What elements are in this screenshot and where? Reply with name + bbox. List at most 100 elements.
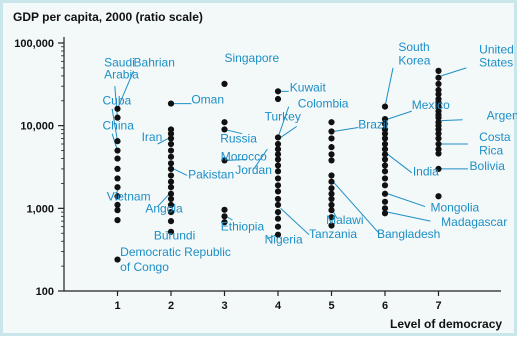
data-point — [274, 175, 282, 182]
country-label: Arabia — [104, 68, 139, 82]
leader-line — [280, 207, 310, 236]
data-point — [328, 207, 335, 214]
data-point — [328, 144, 335, 151]
data-point — [274, 195, 282, 203]
data-point — [435, 193, 442, 200]
country-label: Mongolia — [430, 200, 479, 214]
data-point — [274, 88, 282, 95]
leader-line — [280, 125, 298, 138]
country-label: Bahrian — [134, 55, 175, 69]
data-point — [167, 147, 175, 154]
country-label: South — [398, 40, 429, 54]
data-point — [435, 146, 442, 153]
data-point — [221, 119, 228, 126]
y-axis-title: GDP per capita, 2000 (ratio scale) — [13, 10, 203, 24]
data-point — [221, 157, 228, 164]
leader-line — [332, 181, 381, 235]
data-point — [435, 103, 442, 110]
data-point — [114, 207, 121, 214]
y-tick-label: 1,000 — [26, 203, 54, 215]
country-label: of Congo — [120, 260, 169, 274]
data-point — [167, 100, 175, 107]
x-tick-label: 2 — [168, 300, 174, 312]
data-point — [274, 201, 282, 209]
x-tick-label: 1 — [114, 300, 120, 312]
country-label: Colombia — [298, 97, 349, 111]
data-point — [167, 153, 175, 160]
country-label: Tanzania — [309, 227, 357, 241]
country-label: Pakistan — [188, 167, 234, 181]
data-point — [328, 195, 335, 203]
x-tick-label: 7 — [435, 300, 441, 312]
data-point — [435, 150, 442, 157]
country-label: China — [103, 118, 135, 132]
data-point — [114, 256, 121, 263]
data-point — [114, 105, 121, 112]
y-tick-label: 100 — [36, 286, 54, 298]
data-point — [221, 213, 228, 220]
data-point — [274, 156, 282, 163]
data-point — [381, 210, 389, 217]
data-point — [381, 140, 389, 148]
data-point — [381, 146, 389, 153]
country-label: Bolivia — [470, 159, 506, 173]
data-point — [274, 146, 282, 153]
data-point — [435, 165, 442, 172]
country-label: Turkey — [265, 110, 301, 124]
country-label: Burundi — [154, 228, 195, 242]
leader-line — [441, 119, 463, 122]
data-point — [328, 214, 335, 221]
data-point — [167, 172, 175, 179]
country-label: Singapore — [225, 51, 280, 65]
data-point — [381, 103, 389, 110]
country-label: Morocco — [221, 149, 267, 163]
data-point — [167, 201, 175, 209]
data-point — [167, 228, 175, 235]
data-point — [381, 182, 389, 189]
leader-line — [173, 168, 188, 176]
country-label: Rica — [479, 143, 503, 157]
data-point — [114, 193, 121, 200]
x-tick-label: 6 — [382, 300, 388, 312]
data-points — [114, 67, 442, 263]
leader-line — [387, 110, 412, 120]
leader-line — [333, 127, 359, 132]
data-point — [274, 168, 282, 175]
data-point — [435, 114, 442, 121]
leader-line — [253, 148, 268, 170]
leader-line — [441, 67, 467, 77]
country-label: Jordan — [235, 163, 272, 177]
leader-line — [157, 193, 170, 207]
leader-line — [387, 153, 413, 174]
data-point — [381, 120, 389, 128]
data-point — [274, 140, 282, 148]
country-label: Costa — [479, 130, 511, 144]
data-point — [328, 222, 335, 229]
data-point — [221, 206, 228, 213]
data-point — [328, 135, 335, 142]
data-point — [328, 178, 335, 185]
data-point — [381, 135, 389, 142]
leader-line — [387, 193, 426, 208]
data-point — [114, 138, 121, 145]
data-point — [167, 130, 175, 137]
data-point — [221, 126, 228, 133]
data-point — [274, 223, 282, 230]
data-point — [381, 205, 389, 212]
data-point — [381, 116, 389, 123]
country-label: Cuba — [103, 94, 132, 108]
data-point — [221, 80, 228, 88]
country-label: Ethiopia — [221, 219, 265, 233]
data-point — [328, 151, 335, 158]
data-point — [167, 140, 175, 148]
country-label: Oman — [191, 93, 224, 107]
leader-line — [114, 86, 118, 120]
data-point — [114, 201, 121, 209]
data-point — [435, 74, 442, 81]
country-label: Madagascar — [441, 215, 507, 229]
data-point — [328, 190, 335, 197]
data-point — [381, 190, 389, 197]
data-point — [167, 195, 175, 203]
country-label: Korea — [398, 53, 430, 67]
